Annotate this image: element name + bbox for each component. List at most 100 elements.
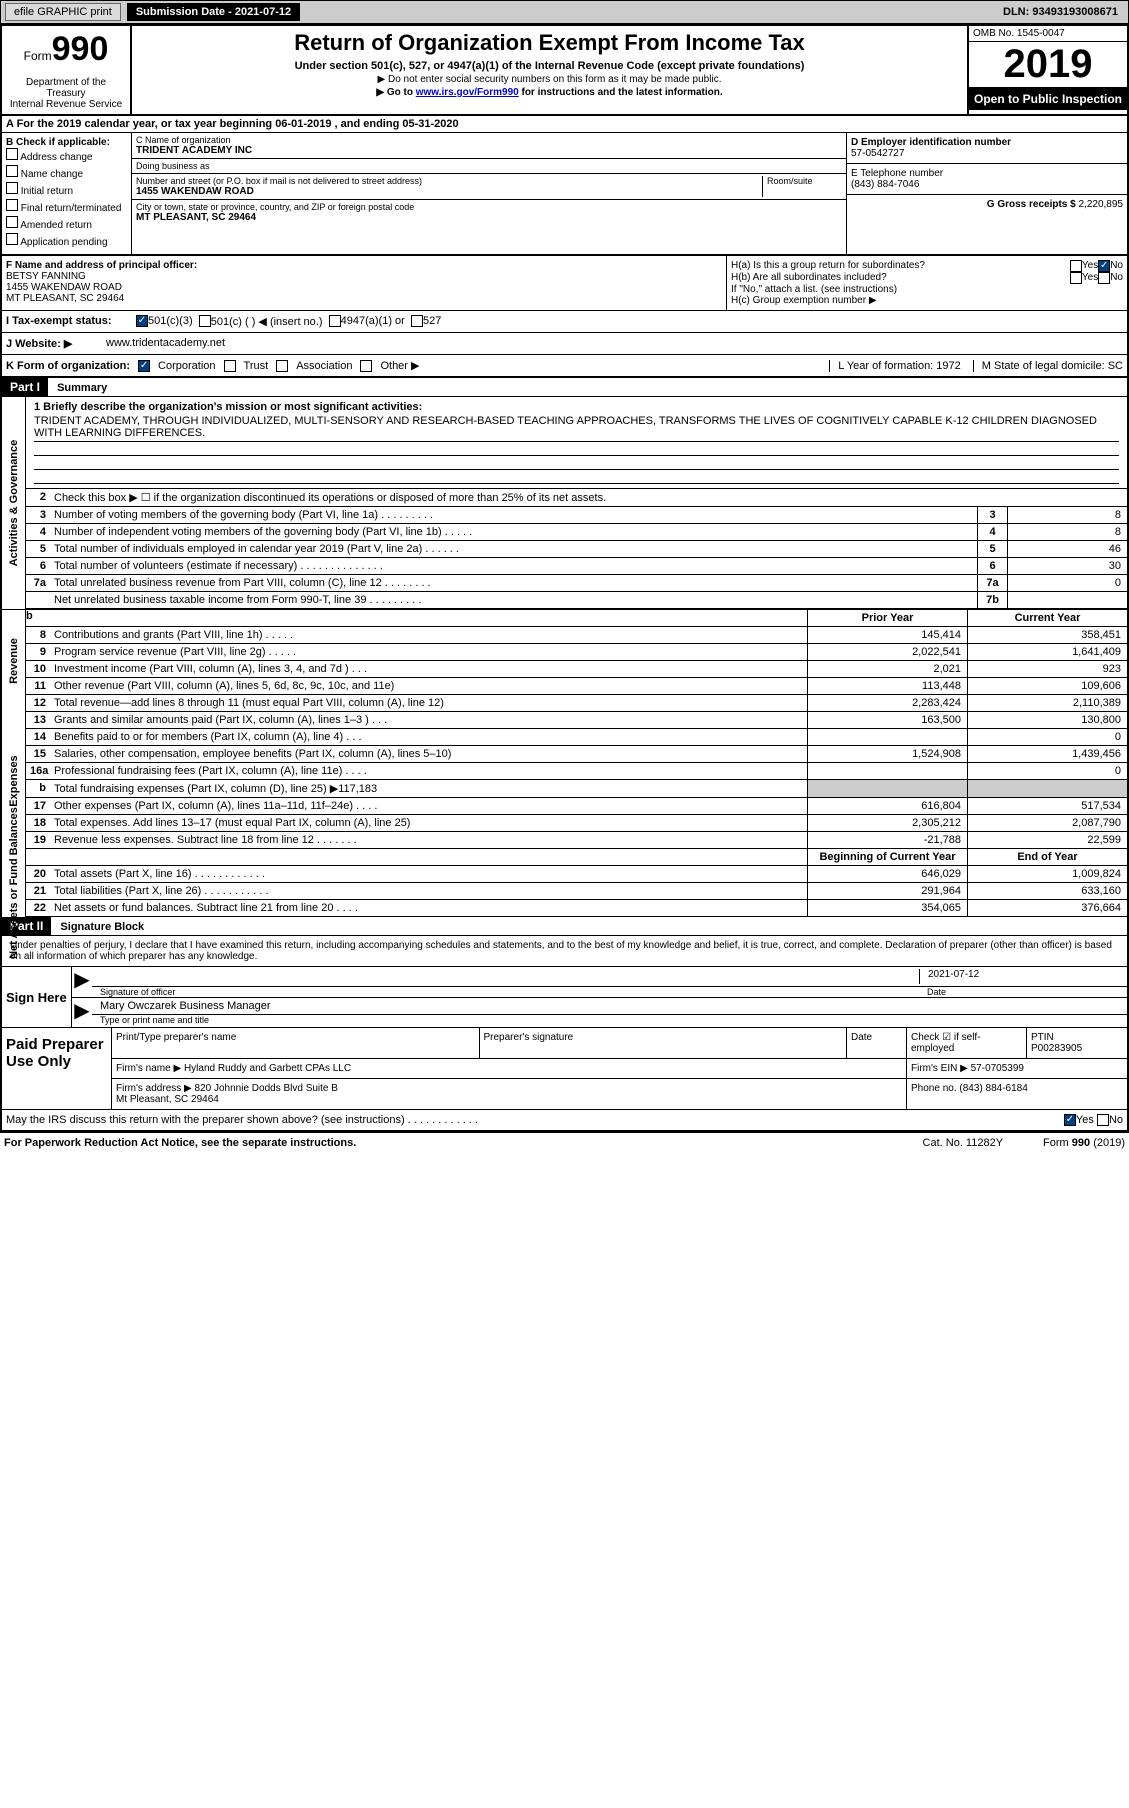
revenue-section: Revenue bPrior YearCurrent Year 8Contrib… xyxy=(2,609,1127,712)
data-row: 3Number of voting members of the governi… xyxy=(26,507,1127,524)
trust-cb[interactable] xyxy=(224,360,236,372)
section-f: F Name and address of principal officer:… xyxy=(2,256,727,310)
fin-row: 22Net assets or fund balances. Subtract … xyxy=(26,900,1127,917)
trust: Trust xyxy=(244,360,269,372)
form-subtitle: Under section 501(c), 527, or 4947(a)(1)… xyxy=(136,60,963,72)
irs-link[interactable]: www.irs.gov/Form990 xyxy=(416,87,519,98)
row-i: I Tax-exempt status: ✓ 501(c)(3) 501(c) … xyxy=(2,311,1127,333)
data-row: 6Total number of volunteers (estimate if… xyxy=(26,558,1127,575)
city-lbl: City or town, state or province, country… xyxy=(136,202,842,212)
gross-lbl: G Gross receipts $ xyxy=(987,199,1076,210)
discuss-yes[interactable]: ✓ xyxy=(1064,1114,1076,1126)
firm-ein-lbl: Firm's EIN ▶ xyxy=(911,1063,968,1074)
date-lbl: Date xyxy=(919,987,1119,997)
fin-row: 16aProfessional fundraising fees (Part I… xyxy=(26,763,1127,780)
form-title: Return of Organization Exempt From Incom… xyxy=(136,30,963,56)
efile-button[interactable]: efile GRAPHIC print xyxy=(5,3,121,21)
hc: H(c) Group exemption number ▶ xyxy=(731,295,1123,306)
header-left: Form990 Department of the Treasury Inter… xyxy=(2,26,132,114)
hb-note: If "No," attach a list. (see instruction… xyxy=(731,284,1123,295)
preparer-row: Paid Preparer Use Only Print/Type prepar… xyxy=(2,1027,1127,1109)
page-footer: For Paperwork Reduction Act Notice, see … xyxy=(0,1132,1129,1153)
fin-row: 15Salaries, other compensation, employee… xyxy=(26,746,1127,763)
fin-row: 21Total liabilities (Part X, line 26) . … xyxy=(26,883,1127,900)
b-checkbox-item[interactable]: Final return/terminated xyxy=(6,199,127,214)
prep-sig-lbl: Preparer's signature xyxy=(480,1028,848,1058)
section-h: H(a) Is this a group return for subordin… xyxy=(727,256,1127,310)
form-header: Form990 Department of the Treasury Inter… xyxy=(2,26,1127,116)
section-d: D Employer identification number57-05427… xyxy=(847,133,1127,254)
form-word: Form xyxy=(24,49,52,63)
b-checkbox-item[interactable]: Application pending xyxy=(6,233,127,248)
fin-row: 20Total assets (Part X, line 16) . . . .… xyxy=(26,866,1127,883)
discuss-row: May the IRS discuss this return with the… xyxy=(2,1109,1127,1130)
firm-name-lbl: Firm's name ▶ xyxy=(116,1063,181,1074)
fin-row: 14Benefits paid to or for members (Part … xyxy=(26,729,1127,746)
phone: (843) 884-6184 xyxy=(959,1083,1027,1094)
data-row: 7aTotal unrelated business revenue from … xyxy=(26,575,1127,592)
fin-row: 13Grants and similar amounts paid (Part … xyxy=(26,712,1127,729)
arrow-icon: ▶ xyxy=(72,998,92,1027)
b-checkbox-item[interactable]: Address change xyxy=(6,148,127,163)
ptin: P00283905 xyxy=(1031,1043,1082,1054)
footer-right: Form 990 (2019) xyxy=(1043,1137,1125,1149)
officer-name: BETSY FANNING xyxy=(6,271,86,282)
header-right: OMB No. 1545-0047 2019 Open to Public In… xyxy=(967,26,1127,114)
section-b: B Check if applicable: Address change Na… xyxy=(2,133,132,254)
fin-row: bTotal fundraising expenses (Part IX, co… xyxy=(26,780,1127,798)
sig-date: 2021-07-12 xyxy=(919,969,1119,984)
b-checkbox-item[interactable]: Name change xyxy=(6,165,127,180)
row-a: A For the 2019 calendar year, or tax yea… xyxy=(2,116,1127,133)
ptin-lbl: PTIN xyxy=(1031,1032,1054,1043)
part1-title: Summary xyxy=(57,382,107,394)
fin-row: 8Contributions and grants (Part VIII, li… xyxy=(26,627,1127,644)
501c3-cb[interactable]: ✓ xyxy=(136,315,148,327)
527-cb[interactable] xyxy=(411,315,423,327)
fin-row: 11Other revenue (Part VIII, column (A), … xyxy=(26,678,1127,695)
officer-addr2: MT PLEASANT, SC 29464 xyxy=(6,293,124,304)
b-checkbox-item[interactable]: Amended return xyxy=(6,216,127,231)
data-row: 5Total number of individuals employed in… xyxy=(26,541,1127,558)
yes-lbl: Yes xyxy=(1082,260,1098,272)
firm-name: Hyland Ruddy and Garbett CPAs LLC xyxy=(184,1063,351,1074)
row-j: J Website: ▶ www.tridentacademy.net xyxy=(2,333,1127,355)
ha-yes[interactable] xyxy=(1070,260,1082,272)
b-checkbox-item[interactable]: Initial return xyxy=(6,182,127,197)
note-1: ▶ Do not enter social security numbers o… xyxy=(136,74,963,85)
line2: Check this box ▶ ☐ if the organization d… xyxy=(50,489,1127,506)
assoc-cb[interactable] xyxy=(276,360,288,372)
org-name: TRIDENT ACADEMY INC xyxy=(136,145,842,156)
declaration: Under penalties of perjury, I declare th… xyxy=(2,936,1127,966)
ha-no[interactable]: ✓ xyxy=(1098,260,1110,272)
tax-year: 2019 xyxy=(969,42,1127,88)
footer-mid: Cat. No. 11282Y xyxy=(923,1137,1004,1149)
discuss-no[interactable] xyxy=(1097,1114,1109,1126)
other-cb[interactable] xyxy=(360,360,372,372)
dba-lbl: Doing business as xyxy=(136,161,842,171)
no-lbl: No xyxy=(1110,260,1123,272)
sign-here-row: Sign Here ▶ 2021-07-12 Signature of offi… xyxy=(2,966,1127,1027)
ein: 57-0542727 xyxy=(851,148,1123,159)
year-formation: L Year of formation: 1972 xyxy=(829,360,961,372)
hb-yes[interactable] xyxy=(1070,272,1082,284)
addr-lbl: Number and street (or P.O. box if mail i… xyxy=(136,176,762,186)
governance-section: Activities & Governance 1 Briefly descri… xyxy=(2,397,1127,609)
omb: OMB No. 1545-0047 xyxy=(969,26,1127,42)
mission-text: TRIDENT ACADEMY, THROUGH INDIVIDUALIZED,… xyxy=(34,413,1119,442)
street: 1455 WAKENDAW ROAD xyxy=(136,186,762,197)
dept: Department of the Treasury Internal Reve… xyxy=(6,77,126,110)
501c-cb[interactable] xyxy=(199,315,211,327)
corp: Corporation xyxy=(158,360,215,372)
firm-addr-lbl: Firm's address ▶ xyxy=(116,1083,192,1094)
website: www.tridentacademy.net xyxy=(106,337,225,350)
corp-cb[interactable]: ✓ xyxy=(138,360,150,372)
submission-date: Submission Date - 2021-07-12 xyxy=(127,3,300,21)
fin-row: 10Investment income (Part VIII, column (… xyxy=(26,661,1127,678)
hb-no[interactable] xyxy=(1098,272,1110,284)
revenue-label: Revenue xyxy=(2,610,26,712)
part1-header: Part I Summary xyxy=(2,378,1127,397)
part1-lbl: Part I xyxy=(2,378,48,396)
row-fgh: F Name and address of principal officer:… xyxy=(2,256,1127,311)
4947-cb[interactable] xyxy=(329,315,341,327)
sign-here: Sign Here xyxy=(2,967,72,1027)
